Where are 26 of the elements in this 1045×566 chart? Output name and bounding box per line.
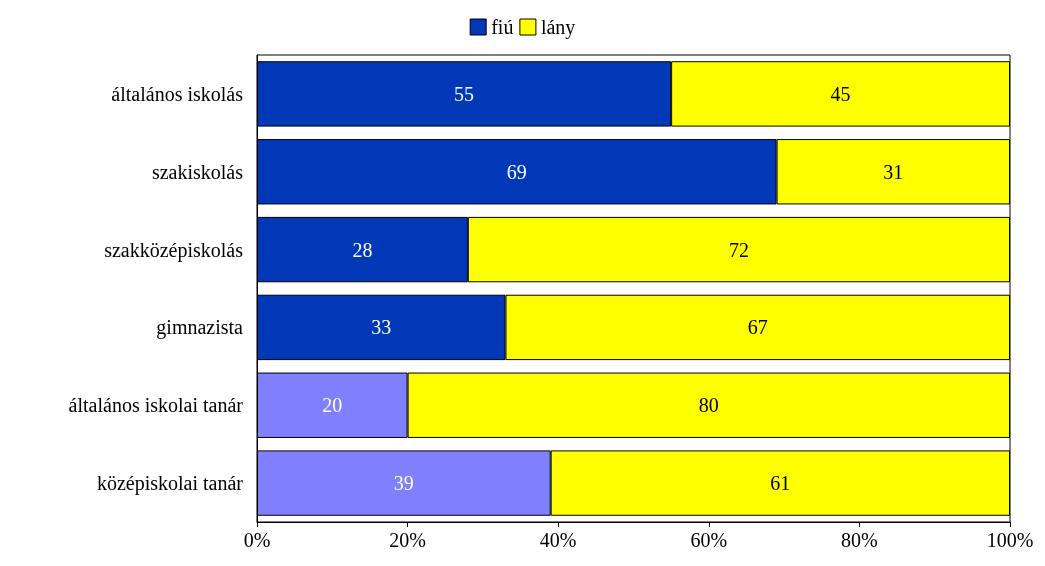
data-label: 39 (393, 472, 414, 495)
y-tick-label: általános iskolás (111, 82, 244, 105)
data-label: 72 (728, 238, 749, 261)
y-tick-label: középiskolai tanár (96, 472, 244, 496)
data-label: 33 (371, 316, 392, 339)
legend-label: fiú (491, 16, 514, 38)
data-label: 28 (352, 238, 373, 261)
data-label: 20 (322, 394, 343, 417)
y-tick-label: általános iskolai tanár (68, 394, 244, 417)
data-label: 67 (747, 316, 768, 339)
y-tick-label: szakközépiskolás (104, 238, 244, 262)
x-tick-label: 60% (690, 529, 728, 551)
x-tick-label: 40% (539, 529, 577, 551)
data-label: 61 (770, 472, 791, 495)
data-label: 31 (883, 160, 904, 183)
data-label: 80 (698, 394, 719, 417)
x-tick-label: 100% (986, 529, 1034, 551)
data-label: 69 (506, 160, 527, 183)
data-label: 45 (830, 82, 851, 105)
x-tick-label: 0% (243, 529, 271, 551)
data-label: 55 (454, 82, 475, 105)
x-tick-label: 80% (841, 529, 878, 551)
legend-label: lány (540, 16, 576, 39)
x-tick-label: 20% (389, 529, 426, 551)
y-tick-label: gimnazista (156, 316, 244, 340)
y-tick-label: szakiskolás (151, 160, 244, 183)
